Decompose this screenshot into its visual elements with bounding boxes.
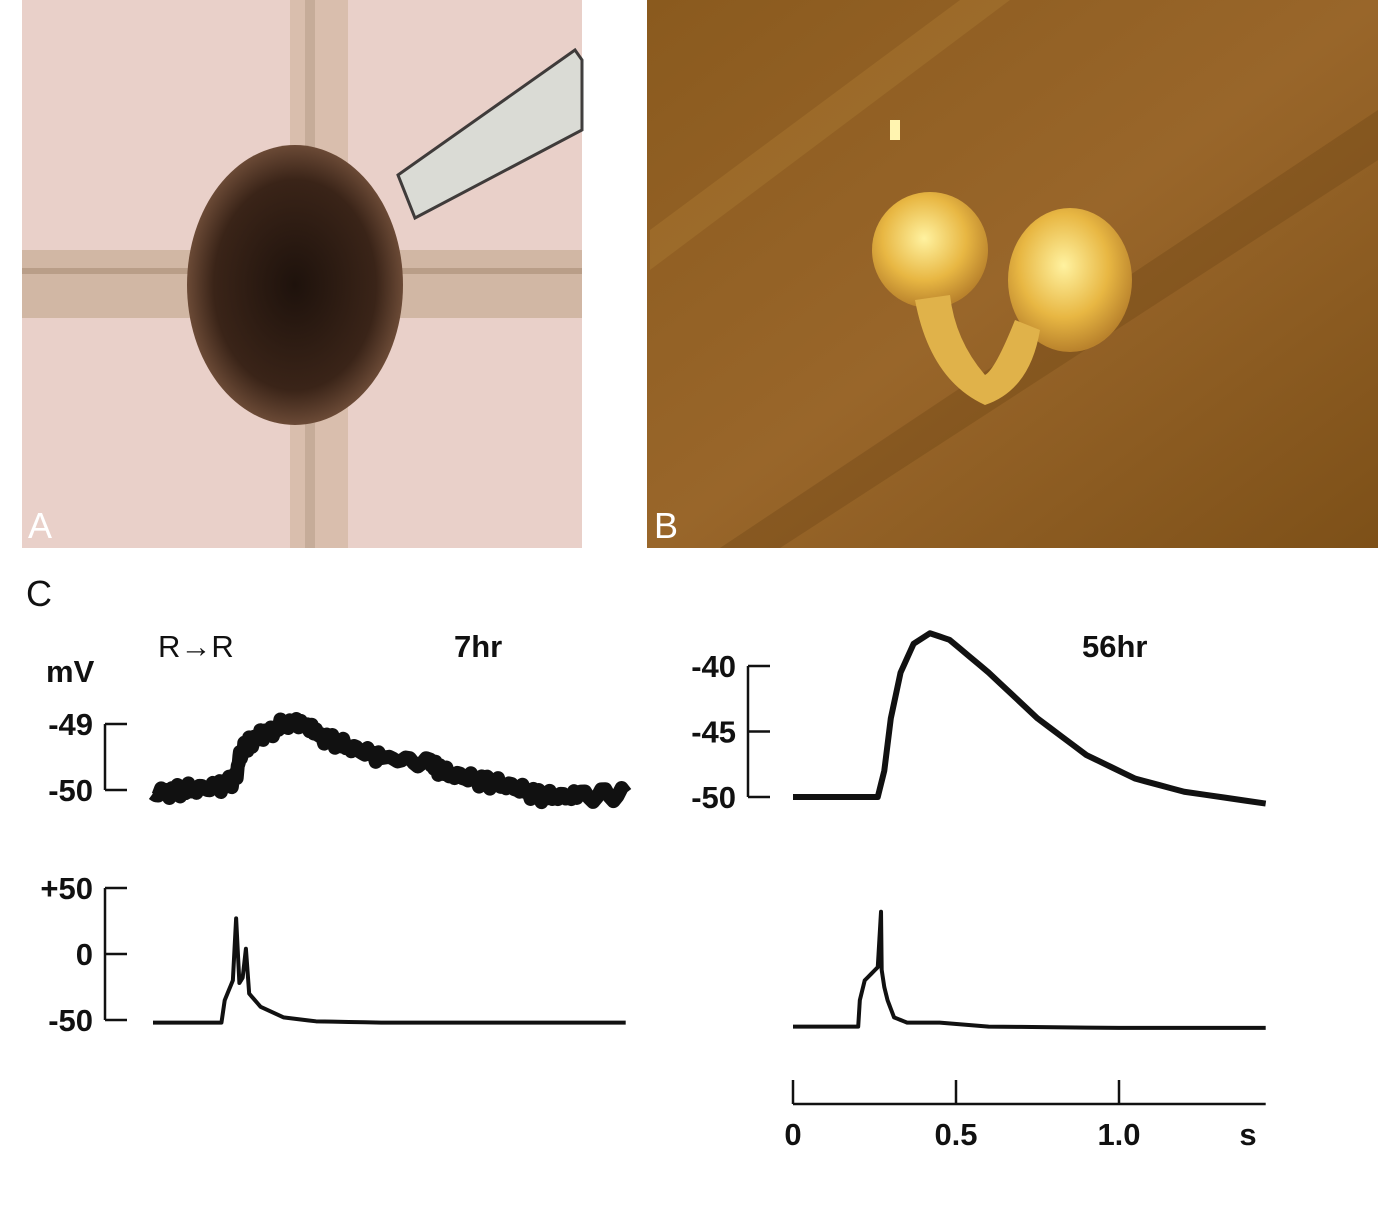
time-tick-label: 0.5: [934, 1117, 977, 1152]
y-unit-label: mV: [46, 654, 95, 689]
y-tick-label-0-bottom: +50: [40, 871, 93, 906]
trace-1-bottom: [793, 909, 1266, 1030]
time-unit-label: s: [1239, 1117, 1256, 1152]
panel-label-a: A: [28, 505, 52, 546]
panel-label-c: C: [26, 573, 52, 614]
photo-b-cell-pair: B: [647, 0, 1378, 548]
panel-label-b: B: [654, 505, 678, 546]
y-tick-label-0-top: -50: [48, 773, 93, 808]
trace-0-bottom: [153, 916, 626, 1025]
trace-0-top: [148, 712, 632, 810]
y-tick-label-0-bottom: -50: [48, 1003, 93, 1038]
time-label-56hr: 56hr: [1082, 629, 1147, 664]
trace-1-top: [793, 630, 1267, 807]
photo-a-ganglion: A: [22, 0, 584, 548]
condition-label: R→R: [158, 629, 234, 664]
time-label-7hr: 7hr: [454, 629, 502, 664]
y-tick-label-0-bottom: 0: [76, 937, 93, 972]
time-tick-label: 0: [784, 1117, 801, 1152]
y-tick-label-0-top: -49: [48, 707, 93, 742]
y-tick-label-1-top: -45: [691, 715, 736, 750]
y-tick-label-1-top: -50: [691, 780, 736, 815]
time-tick-label: 1.0: [1097, 1117, 1140, 1152]
y-tick-label-1-top: -40: [691, 649, 736, 684]
